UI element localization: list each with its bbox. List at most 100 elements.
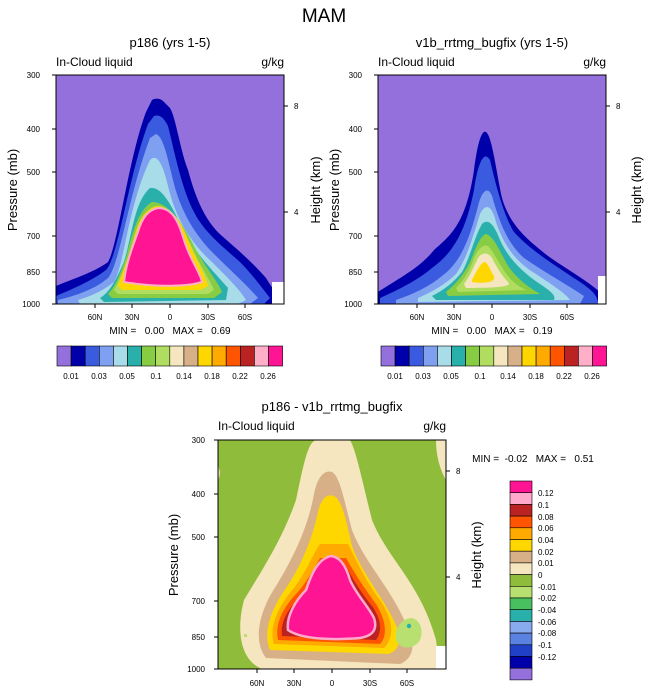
colorbar-swatch	[521, 345, 537, 367]
colorbar-swatch	[509, 585, 533, 599]
colorbar-label: 0.05	[119, 372, 135, 381]
colorbar-swatch	[254, 345, 269, 367]
colorbar-label: 0.08	[538, 513, 554, 522]
svg-text:8: 8	[616, 102, 621, 111]
colorbar-label: -0.1	[538, 641, 552, 650]
svg-text:4: 4	[294, 208, 299, 217]
colorbar-swatch	[211, 345, 227, 367]
colorbar-difference: 0.12 0.1 0.08 0.06 0.04 0.02 0.01 0 -0.0…	[509, 480, 557, 681]
colorbar-swatch	[127, 345, 142, 367]
svg-text:700: 700	[349, 232, 363, 241]
svg-text:300: 300	[192, 436, 206, 445]
colorbar-swatch	[465, 345, 481, 367]
colorbar-swatch	[509, 539, 533, 552]
min-max-stats: MIN = 0.00 MAX = 0.19	[431, 326, 553, 337]
variable-label: In-Cloud liquid	[218, 419, 295, 433]
svg-text:1000: 1000	[22, 300, 40, 309]
svg-text:0: 0	[168, 313, 173, 322]
svg-text:60N: 60N	[410, 313, 425, 322]
svg-text:30N: 30N	[447, 313, 462, 322]
svg-text:60S: 60S	[400, 679, 414, 688]
svg-text:60N: 60N	[250, 679, 265, 688]
svg-text:60N: 60N	[88, 313, 103, 322]
units-label: g/kg	[261, 55, 284, 69]
y-axis-label: Pressure (mb)	[5, 149, 20, 231]
min-max-stats: MIN = -0.02 MAX = 0.51	[472, 454, 594, 465]
colorbar-swatch	[509, 632, 533, 646]
colorbar-swatch	[169, 345, 185, 367]
colorbar-label: -0.01	[538, 583, 557, 592]
contour-field	[378, 75, 606, 304]
svg-text:60S: 60S	[560, 313, 574, 322]
contour-field	[218, 440, 446, 669]
y2-axis-ticks: 8 4	[284, 102, 299, 217]
colorbar-swatches	[509, 480, 533, 681]
colorbar-label: -0.02	[538, 594, 557, 603]
svg-text:60S: 60S	[238, 313, 252, 322]
colorbar-label: 0.18	[204, 372, 220, 381]
contour-band-max	[122, 206, 204, 287]
y2-axis-label: Height (km)	[469, 521, 484, 588]
missing-data-region	[436, 646, 446, 669]
y-axis-label: Pressure (mb)	[327, 149, 342, 231]
y2-axis-ticks: 8 4	[446, 467, 461, 582]
colorbar-swatch	[509, 644, 533, 657]
colorbar-swatch	[197, 345, 213, 367]
x-axis-ticks: 60N 30N 0 30S 60S	[410, 304, 574, 322]
y-axis-ticks: 300 400 500 700 850 1000	[187, 436, 218, 674]
variable-label: In-Cloud liquid	[378, 55, 455, 69]
colorbar-swatch	[408, 345, 424, 367]
colorbar-swatch	[451, 345, 466, 367]
svg-text:400: 400	[192, 490, 206, 499]
colorbar-label: 0	[538, 571, 543, 580]
svg-text:0: 0	[490, 313, 495, 322]
svg-text:700: 700	[27, 232, 41, 241]
colorbar-labels: 0.12 0.1 0.08 0.06 0.04 0.02 0.01 0 -0.0…	[538, 489, 557, 662]
svg-text:1000: 1000	[344, 300, 362, 309]
contour-band-minus-0.02	[244, 634, 247, 637]
x-axis-ticks: 60N 30N 0 30S 60S	[250, 669, 414, 688]
svg-text:8: 8	[294, 102, 299, 111]
svg-text:300: 300	[349, 71, 363, 80]
colorbar-swatch	[99, 345, 114, 367]
svg-text:0: 0	[330, 679, 335, 688]
panel-p186: p186 (yrs 1-5) In-Cloud liquid g/kg 300 …	[5, 35, 323, 381]
colorbar-swatch	[509, 527, 533, 540]
colorbar-label: -0.06	[538, 618, 557, 627]
svg-text:30S: 30S	[523, 313, 537, 322]
colorbar-label: 0.03	[415, 372, 431, 381]
colorbar-swatch	[437, 345, 452, 367]
panel-title: v1b_rrtmg_bugfix (yrs 1-5)	[416, 35, 568, 50]
colorbar-swatch	[84, 345, 100, 367]
y-axis-label: Pressure (mb)	[166, 514, 181, 596]
y2-axis-label: Height (km)	[629, 156, 644, 223]
colorbar-swatch	[509, 597, 533, 610]
svg-text:1000: 1000	[187, 665, 205, 674]
colorbar-label: 0.04	[538, 536, 554, 545]
colorbar-label: 0.01	[538, 559, 554, 568]
panel-title: p186 - v1b_rrtmg_bugfix	[262, 399, 403, 414]
y2-axis-ticks: 8 4	[606, 102, 621, 217]
colorbar-swatch	[155, 345, 171, 367]
svg-text:30N: 30N	[125, 313, 140, 322]
colorbar-swatch	[394, 345, 410, 367]
colorbar-label: 0.22	[556, 372, 572, 381]
contour-band-max	[286, 554, 377, 641]
colorbar-label: 0.22	[232, 372, 248, 381]
svg-text:400: 400	[349, 125, 363, 134]
contour-band-max	[472, 262, 495, 283]
svg-text:700: 700	[192, 597, 206, 606]
units-label: g/kg	[583, 55, 606, 69]
colorbar-swatch	[509, 667, 533, 681]
colorbar-swatch	[509, 515, 533, 529]
y-axis-ticks: 300 400 500 700 850 1000	[344, 71, 378, 309]
colorbar-swatch	[509, 550, 533, 564]
colorbar-swatch	[563, 345, 579, 367]
colorbar-label: 0.01	[387, 372, 403, 381]
contour-band-minus-0.01	[395, 618, 422, 648]
colorbar-swatches	[380, 345, 607, 367]
colorbar-swatch	[240, 345, 255, 367]
colorbar-label: 0.14	[176, 372, 192, 381]
colorbar-label: 0.06	[538, 524, 554, 533]
